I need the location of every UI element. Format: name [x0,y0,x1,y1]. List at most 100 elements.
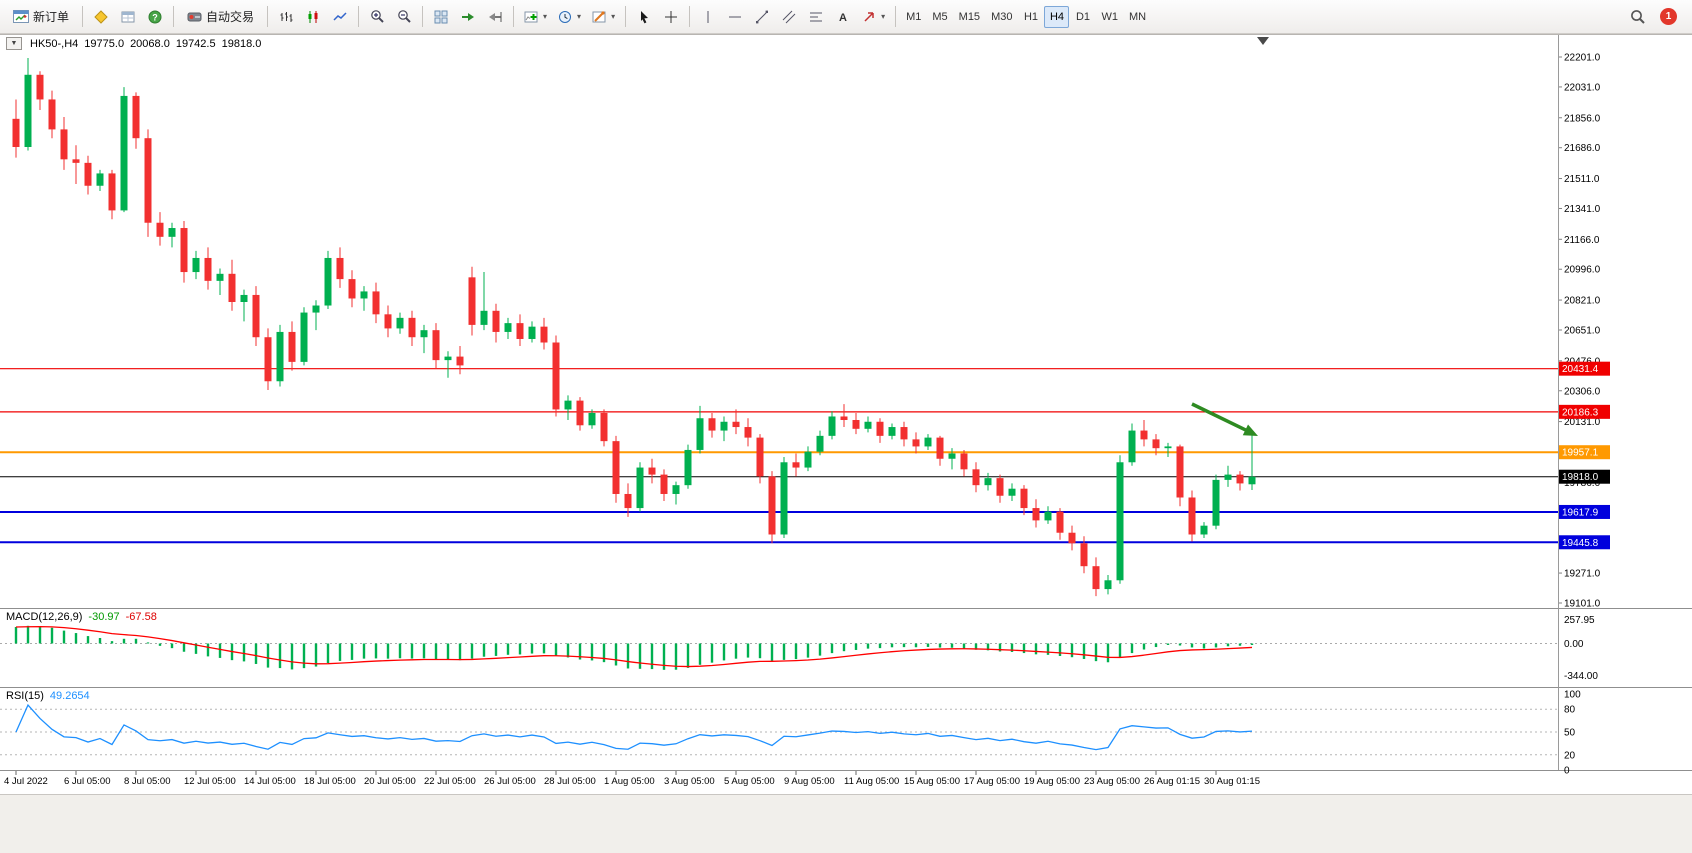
price-tick-label: 19271.0 [1564,569,1601,580]
time-axis-label[interactable]: 28 Jul 05:00 [544,776,596,787]
timeframe-m30-button[interactable]: M30 [986,6,1017,28]
line-chart-button[interactable] [327,4,353,30]
chart-shift-button[interactable] [482,4,508,30]
time-axis-label[interactable]: 1 Aug 05:00 [604,776,655,787]
time-axis-label[interactable]: 9 Aug 05:00 [784,776,835,787]
candle-body [588,412,596,426]
time-axis-label[interactable]: 14 Jul 05:00 [244,776,296,787]
candle-body [216,273,224,281]
time-axis-label[interactable]: 23 Aug 05:00 [1084,776,1140,787]
candle-body [864,421,872,429]
timeframe-mn-button[interactable]: MN [1124,6,1151,28]
timeframe-h4-button[interactable]: H4 [1044,5,1070,28]
candle-body [756,437,764,477]
crosshair-button[interactable] [658,4,684,30]
toolbar-separator [267,6,269,27]
candle-body [348,279,356,299]
time-axis-label[interactable]: 22 Jul 05:00 [424,776,476,787]
timeframe-m15-button[interactable]: M15 [954,6,985,28]
timeframe-m5-button[interactable]: M5 [927,6,952,28]
candle-body [408,317,416,338]
price-tick-label: 22031.0 [1564,82,1601,93]
price-tick-label: 21686.0 [1564,143,1601,154]
candle-body [336,257,344,280]
candle-body [816,435,824,452]
candle-body [1152,439,1160,449]
time-axis-label[interactable]: 26 Jul 05:00 [484,776,536,787]
timeframe-w1-button[interactable]: W1 [1096,6,1123,28]
candle-body [720,421,728,431]
timeframe-h1-button[interactable]: H1 [1018,6,1043,28]
candle-body [984,478,992,486]
search-button[interactable] [1625,4,1651,30]
periods-button[interactable]: ▾ [553,4,586,30]
zoom-out-button[interactable] [391,4,417,30]
time-axis-label[interactable]: 17 Aug 05:00 [964,776,1020,787]
new-order-button[interactable]: 新订单 [5,4,77,30]
horizontal-line-button[interactable] [722,4,748,30]
price-tick-label: 21341.0 [1564,204,1601,215]
vertical-line-button[interactable] [695,4,721,30]
time-axis-label[interactable]: 4 Jul 2022 [4,776,48,787]
macd-signal-value: -67.58 [125,611,157,623]
chart-shift-marker[interactable] [1257,37,1269,45]
zoom-in-button[interactable] [364,4,390,30]
candlestick-chart-button[interactable] [300,4,326,30]
metaeditor-button[interactable] [88,4,114,30]
candle-body [1248,476,1256,485]
templates-button[interactable]: ▾ [587,4,620,30]
time-axis-label[interactable]: 18 Jul 05:00 [304,776,356,787]
candle-body [264,337,272,382]
candle-body [684,449,692,486]
trendline-button[interactable] [749,4,775,30]
rsi-line [15,703,1253,751]
time-axis-label[interactable]: 3 Aug 05:00 [664,776,715,787]
price-badge [1559,535,1610,550]
candle-body [1068,532,1076,544]
time-axis-label[interactable]: 8 Jul 05:00 [124,776,170,787]
time-axis-label[interactable]: 26 Aug 01:15 [1144,776,1200,787]
time-axis-label[interactable]: 30 Aug 01:15 [1204,776,1260,787]
help-button[interactable]: ? [142,4,168,30]
time-axis-label[interactable]: 20 Jul 05:00 [364,776,416,787]
caret-down-icon: ▼ [10,40,18,47]
fibonacci-button[interactable] [803,4,829,30]
candle-body [288,331,296,362]
time-axis-label[interactable]: 6 Jul 05:00 [64,776,110,787]
tile-windows-icon [434,10,448,23]
bar-chart-button[interactable] [273,4,299,30]
indicators-button[interactable]: ▾ [519,4,552,30]
chevron-down-icon: ▾ [577,12,582,21]
arrows-icon [864,11,874,22]
channel-button[interactable] [776,4,802,30]
auto-scroll-button[interactable] [455,4,481,30]
candle-body [1212,479,1220,526]
chevron-down-icon: ▾ [611,12,616,21]
candle-body [84,162,92,186]
autotrading-label: 自动交易 [206,10,255,24]
time-axis-label[interactable]: 5 Aug 05:00 [724,776,775,787]
timeframe-d1-button[interactable]: D1 [1070,6,1095,28]
autotrading-icon [187,12,202,21]
chart-dropdown-button[interactable]: ▼ [6,37,22,50]
candle-body [1044,511,1052,521]
tile-windows-button[interactable] [428,4,454,30]
time-axis-label[interactable]: 15 Aug 05:00 [904,776,960,787]
autotrading-button[interactable]: 自动交易 [179,4,262,30]
trend-arrow-annotation[interactable] [1191,402,1248,432]
timeframe-m1-button[interactable]: M1 [901,6,926,28]
cursor-button[interactable] [631,4,657,30]
notification-badge[interactable]: 1 [1660,8,1677,25]
candle-body [36,74,44,100]
text-button[interactable]: A [830,4,856,30]
macd-axis-label: -344.00 [1564,671,1598,682]
data-window-button[interactable] [115,4,141,30]
line-chart-icon [333,11,347,21]
time-axis-label[interactable]: 11 Aug 05:00 [844,776,899,787]
indicators-icon [524,11,538,22]
candle-body [228,273,236,302]
arrows-button[interactable]: ▾ [857,4,890,30]
time-axis-label[interactable]: 19 Aug 05:00 [1024,776,1080,787]
time-axis-label[interactable]: 12 Jul 05:00 [184,776,236,787]
